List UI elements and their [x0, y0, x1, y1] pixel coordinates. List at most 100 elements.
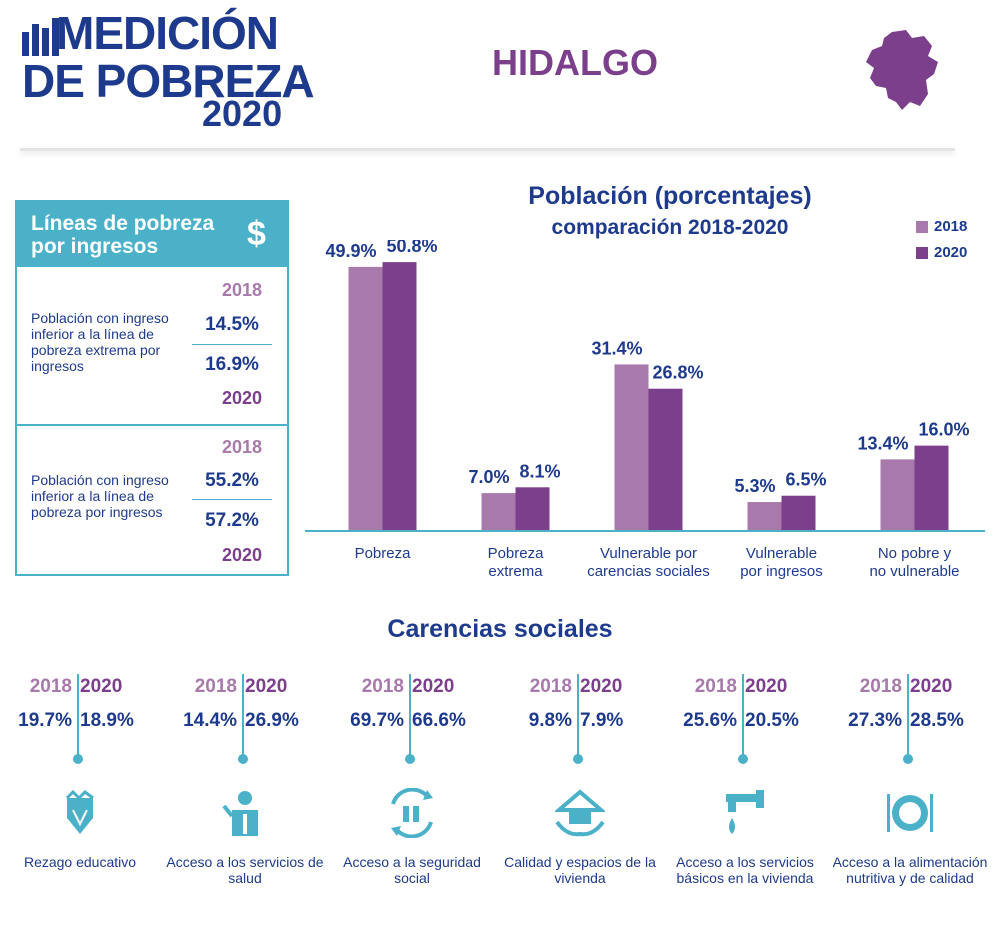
state-title: HIDALGO: [492, 42, 658, 83]
logo-line-2: DE POBREZA: [22, 55, 315, 107]
carencia-value-2018: 14.4%: [183, 710, 237, 731]
chart-subtitle: comparación 2018-2020: [551, 216, 789, 239]
plate-icon: [887, 794, 933, 832]
carencia-year-2020: 2020: [745, 676, 788, 697]
income-lines-panel: Líneas de pobreza por ingresos $ Poblaci…: [15, 200, 289, 576]
data-label-2020: 50.8%: [387, 240, 438, 256]
bar-2018: [747, 502, 782, 530]
income-line-label: Población con ingreso inferior a la líne…: [31, 310, 169, 374]
carencia-divider: [577, 674, 579, 756]
value-divider: [192, 499, 272, 500]
year-2020-label: 2020: [221, 545, 263, 565]
carencia-value-2020: 26.9%: [245, 710, 299, 731]
logo-line-1: MEDICIÓN: [56, 7, 279, 59]
carencia-item: 2018 2020 27.3% 28.5% Acceso a la alimentaci…: [830, 668, 990, 928]
legend-swatch-2018: [916, 221, 928, 233]
carencia-divider: [77, 674, 79, 756]
house-hands-icon: [555, 789, 605, 837]
bar-2020: [648, 388, 683, 530]
category-label: Vulnerable por: [600, 545, 697, 562]
carencia-year-2020: 2020: [910, 676, 953, 697]
carencia-year-2020: 2020: [412, 676, 455, 697]
pencil-icon: [65, 789, 94, 834]
carencia-divider: [242, 674, 244, 756]
year-2018-label: 2018: [221, 437, 263, 457]
legend-label-2018: 2018: [934, 218, 968, 235]
bar-2020: [515, 487, 550, 530]
carencia-year-2018: 2018: [859, 676, 902, 697]
carencias-title: Carencias sociales: [387, 615, 613, 643]
category-label: No pobre y: [878, 545, 952, 562]
carencia-item: 2018 2020 69.7% 66.6% Acceso a la seguridad …: [332, 668, 492, 928]
carencia-dot: [238, 754, 248, 764]
carencia-value-2020: 18.9%: [80, 710, 134, 731]
carencia-dot: [405, 754, 415, 764]
carencia-year-2020: 2020: [245, 676, 288, 697]
category-label: no vulnerable: [869, 563, 959, 580]
logo-bars-icon: [22, 18, 59, 56]
data-label-2020: 8.1%: [520, 461, 561, 481]
carencia-divider: [907, 674, 909, 756]
category-label: extrema: [488, 563, 543, 580]
carencia-year-2018: 2018: [194, 676, 237, 697]
bar-2018: [880, 459, 915, 530]
carencia-year-2018: 2018: [694, 676, 737, 697]
carencia-value-2020: 20.5%: [745, 710, 799, 731]
data-label-2018: 13.4%: [857, 433, 908, 453]
year-2020-label: 2020: [221, 388, 263, 408]
category-label: carencias sociales: [587, 563, 710, 580]
legend-label-2020: 2020: [934, 244, 968, 261]
carencia-value-2018: 69.7%: [350, 710, 404, 731]
value-2018: 14.5%: [205, 314, 259, 335]
carencia-item: 2018 2020 25.6% 20.5% Acceso a los servicios…: [665, 668, 825, 928]
carencia-label: Acceso a la seguridad social: [343, 854, 481, 886]
value-2020: 16.9%: [205, 354, 259, 375]
data-label-2020: 16.0%: [919, 420, 970, 440]
carencia-value-2018: 19.7%: [18, 710, 72, 731]
carencia-divider: [742, 674, 744, 756]
faucet-icon: [726, 790, 764, 834]
social-security-icon: [391, 788, 433, 838]
bar-2020: [914, 445, 949, 530]
header-divider: [20, 148, 955, 151]
carencia-value-2018: 9.8%: [528, 710, 572, 731]
carencia-year-2018: 2018: [29, 676, 72, 697]
carencia-label: Calidad y espacios de la vivienda: [504, 854, 656, 886]
doctor-icon: [222, 791, 258, 836]
carencia-label: Acceso a la alimentación nutritiva y de …: [832, 854, 988, 886]
income-line-label: Población con ingreso inferior a la líne…: [31, 472, 169, 520]
income-lines-separator: [17, 424, 287, 426]
data-label-2018: 31.4%: [591, 338, 642, 358]
category-label: por ingresos: [740, 563, 823, 580]
bar-2018: [614, 364, 649, 530]
carencia-dot: [73, 754, 83, 764]
value-2018: 55.2%: [205, 470, 259, 491]
dollar-icon: $: [247, 215, 266, 253]
carencia-value-2018: 25.6%: [683, 710, 737, 731]
carencia-item: 2018 2020 19.7% 18.9% Rezago educativo: [0, 668, 160, 928]
carencia-item: 2018 2020 14.4% 26.9% Acceso a los servicios…: [165, 668, 325, 928]
data-label-2020: 26.8%: [653, 363, 704, 383]
category-label: Pobreza: [488, 545, 545, 562]
year-2018-label: 2018: [221, 280, 263, 300]
carencia-dot: [903, 754, 913, 764]
income-lines-header: Líneas de pobreza por ingresos $: [17, 202, 287, 267]
carencia-label: Acceso a los servicios básicos en la viv…: [676, 854, 814, 886]
data-label-2018: 5.3%: [734, 476, 775, 496]
carencia-value-2020: 66.6%: [412, 710, 466, 731]
data-label-2018: 49.9%: [325, 241, 376, 261]
carencia-dot: [738, 754, 748, 764]
carencia-year-2020: 2020: [80, 676, 123, 697]
carencia-item: 2018 2020 9.8% 7.9% Calidad y espacios de la…: [500, 668, 660, 928]
carencia-year-2018: 2018: [529, 676, 572, 697]
carencia-divider: [409, 674, 411, 756]
carencia-label: Acceso a los servicios de salud: [166, 854, 324, 886]
value-divider: [192, 344, 272, 345]
chart-title: Población (porcentajes): [528, 182, 812, 210]
category-label: Pobreza: [355, 545, 412, 562]
data-label-2020: 6.5%: [786, 470, 827, 490]
category-label: Vulnerable: [746, 545, 817, 562]
chart-legend: 2018 2020: [916, 216, 986, 266]
bar-2018: [348, 266, 383, 530]
